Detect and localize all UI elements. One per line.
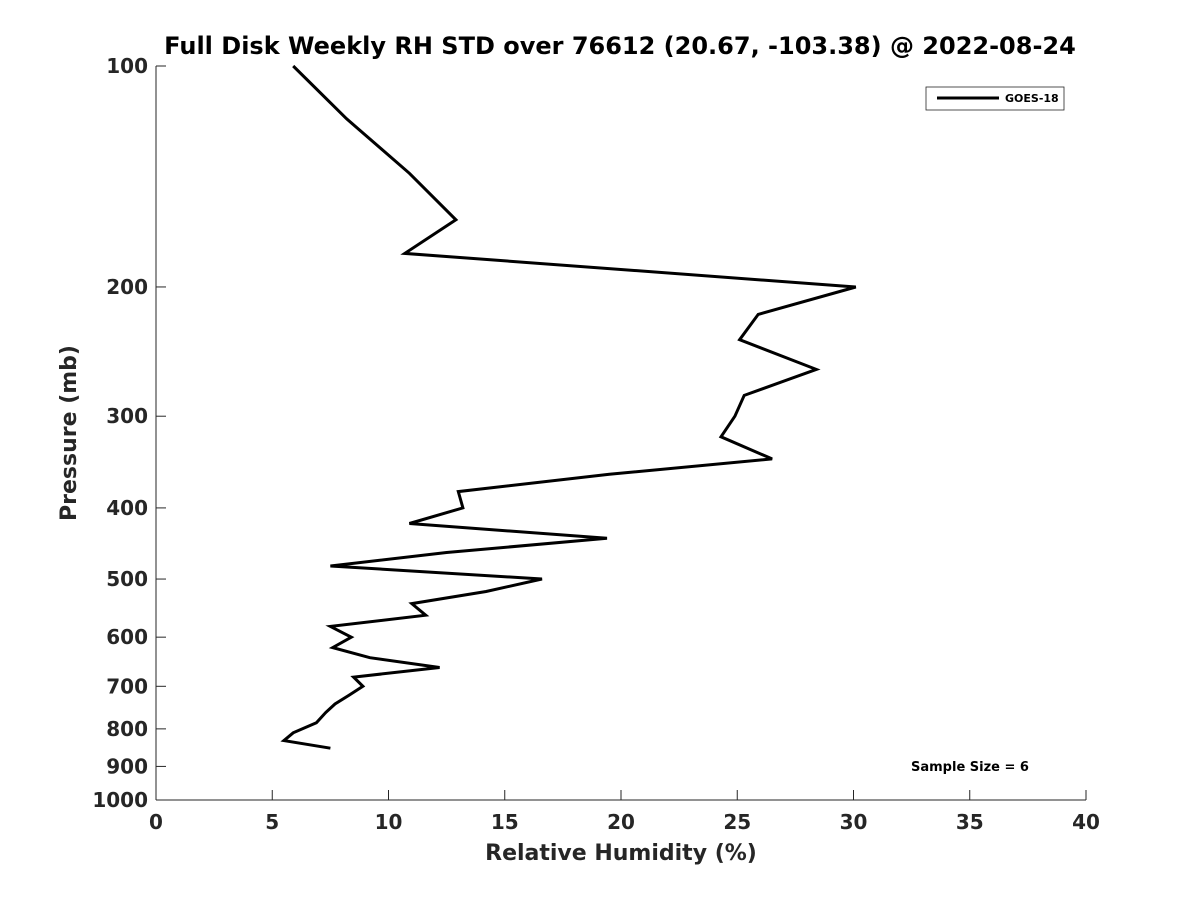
x-tick-label-0: 0 xyxy=(149,810,163,834)
y-tick-label-900: 900 xyxy=(106,754,148,778)
x-tick-label-15: 15 xyxy=(491,810,519,834)
x-axis-label: Relative Humidity (%) xyxy=(485,841,757,866)
x-tick-label-5: 5 xyxy=(265,810,279,834)
legend: GOES-18 xyxy=(925,86,1065,111)
y-tick-label-100: 100 xyxy=(106,54,148,78)
sample-size-annotation: Sample Size = 6 xyxy=(911,760,1029,775)
x-tick-label-20: 20 xyxy=(607,810,635,834)
x-axis-ticks: 0 5 10 15 20 25 30 35 40 xyxy=(149,790,1100,834)
chart-title: Full Disk Weekly RH STD over 76612 (20.6… xyxy=(164,32,1076,60)
x-tick-label-25: 25 xyxy=(723,810,751,834)
legend-label-goes-18: GOES-18 xyxy=(1005,92,1059,105)
y-tick-label-800: 800 xyxy=(106,717,148,741)
plot-area: 0 5 10 15 20 25 30 35 40 100 200 300 400 500 600 700 80… xyxy=(92,54,1100,834)
y-axis-label: Pressure (mb) xyxy=(57,345,82,521)
y-tick-label-200: 200 xyxy=(106,275,148,299)
series-layer xyxy=(280,64,857,750)
y-tick-label-600: 600 xyxy=(106,625,148,649)
series-line-goes-18 xyxy=(280,64,857,750)
y-axis-ticks: 100 200 300 400 500 600 700 800 900 1000 xyxy=(92,54,166,812)
y-tick-label-1000: 1000 xyxy=(92,788,148,812)
x-tick-label-10: 10 xyxy=(375,810,403,834)
x-tick-label-30: 30 xyxy=(840,810,868,834)
y-tick-label-500: 500 xyxy=(106,567,148,591)
y-tick-label-300: 300 xyxy=(106,404,148,428)
x-tick-label-40: 40 xyxy=(1072,810,1100,834)
x-tick-label-35: 35 xyxy=(956,810,984,834)
y-tick-label-700: 700 xyxy=(106,674,148,698)
y-tick-label-400: 400 xyxy=(106,496,148,520)
